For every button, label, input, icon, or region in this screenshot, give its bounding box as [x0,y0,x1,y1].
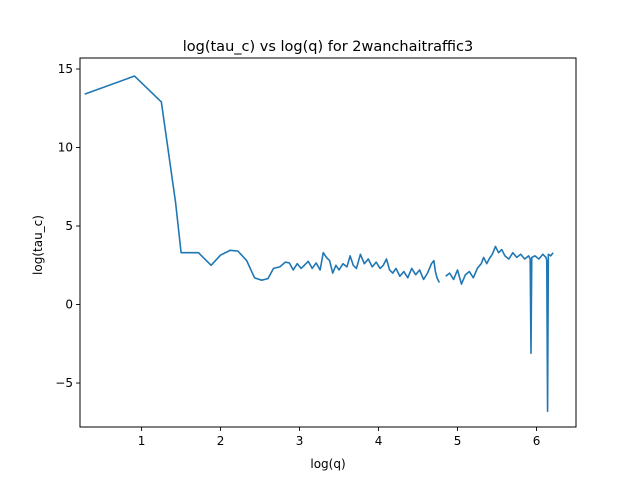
axes-frame [79,57,577,428]
y-axis-label: log(tau_c) [31,215,45,275]
plot-area [84,75,554,413]
x-tick-label: 6 [533,434,541,448]
y-tick-label: 5 [65,219,73,233]
x-tick-label: 5 [454,434,462,448]
x-tick-label: 4 [375,434,383,448]
x-tick-label: 3 [296,434,304,448]
chart-title: log(tau_c) vs log(q) for 2wanchaitraffic… [183,39,474,55]
series-line [84,75,441,283]
x-axis-label: log(q) [310,457,345,471]
y-tick-label: 15 [58,62,73,76]
y-tick-label: 0 [65,298,73,312]
x-tick-label: 2 [217,434,225,448]
x-axis: 1 2 3 4 5 6 [138,427,541,448]
series-line [445,245,554,413]
y-tick-label: −5 [55,376,73,390]
y-tick-label: 10 [58,141,73,155]
y-axis: 15 10 5 0 −5 [55,62,80,390]
x-tick-label: 1 [138,434,146,448]
